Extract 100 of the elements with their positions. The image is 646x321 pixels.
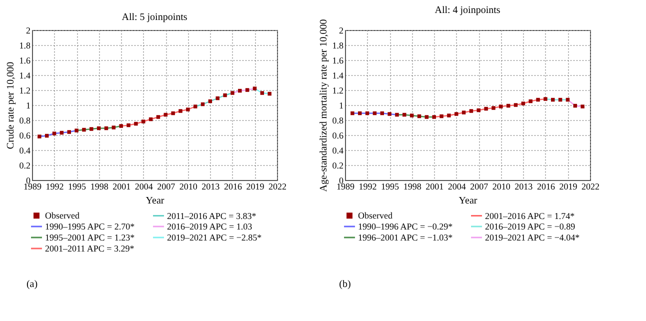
chart-title: All: 4 joinpoints xyxy=(434,4,500,16)
x-tick-label: 1995 xyxy=(68,182,87,192)
point xyxy=(528,99,532,104)
x-tick-label: 2013 xyxy=(202,182,220,192)
point xyxy=(454,112,458,116)
point xyxy=(126,123,130,128)
x-tick-label: 1992 xyxy=(358,182,377,192)
x-tick-label: 2016 xyxy=(536,182,556,192)
point xyxy=(410,114,414,118)
y-tick-label: 0.6 xyxy=(332,130,344,140)
x-tick-label: 2004 xyxy=(448,182,466,192)
point xyxy=(38,134,42,138)
point xyxy=(536,98,540,102)
point xyxy=(52,132,56,136)
x-axis-title: Year xyxy=(146,196,165,206)
point xyxy=(424,115,429,119)
legend-label: 1995–2001 APC = 1.23* xyxy=(45,232,136,242)
point xyxy=(67,130,71,134)
point xyxy=(119,124,123,128)
point xyxy=(178,109,182,113)
x-tick-label: 1992 xyxy=(46,182,64,192)
point xyxy=(402,112,406,117)
point xyxy=(395,112,399,117)
y-tick-label: 1.4 xyxy=(19,70,31,80)
point xyxy=(268,92,272,96)
text: (a) xyxy=(26,279,38,290)
point xyxy=(141,120,146,124)
line-series xyxy=(433,98,546,118)
text: (b) xyxy=(339,279,351,290)
point xyxy=(432,115,436,119)
x-tick-label: 1995 xyxy=(381,182,400,192)
x-tick-label: 2013 xyxy=(514,182,534,192)
point xyxy=(230,91,234,95)
x-tick-label: 1998 xyxy=(90,182,109,192)
point xyxy=(499,104,503,108)
point xyxy=(484,106,488,111)
legend-label: 1990–1995 APC = 2.70* xyxy=(45,222,136,232)
y-tick-label: 0.8 xyxy=(19,116,31,126)
y-tick-label: 1.6 xyxy=(19,56,31,66)
x-tick-label: 2010 xyxy=(492,182,511,192)
y-tick-label: 1 xyxy=(339,100,344,110)
x-tick-label: 2004 xyxy=(134,182,154,192)
x-tick-label: 2019 xyxy=(246,182,265,192)
y-tick-label: 1.4 xyxy=(332,70,344,80)
legend-label: 2016–2019 APC = 1.03 xyxy=(167,222,253,232)
point xyxy=(514,103,518,107)
point xyxy=(90,127,94,131)
x-tick-label: 2007 xyxy=(470,182,489,192)
y-tick-label: 0.8 xyxy=(332,116,344,126)
point xyxy=(260,91,264,95)
y-tick-label: 0.2 xyxy=(332,160,344,170)
point xyxy=(469,109,474,113)
y-tick-label: 1.2 xyxy=(19,86,30,96)
point xyxy=(156,115,160,119)
line-series xyxy=(194,92,234,108)
x-tick-label: 2022 xyxy=(582,182,600,192)
y-tick-label: 1.8 xyxy=(332,40,344,50)
line-series xyxy=(38,130,78,138)
point xyxy=(112,126,116,130)
point xyxy=(245,88,250,92)
y-tick-label: 2 xyxy=(339,26,344,36)
point xyxy=(82,128,86,132)
x-tick-label: 2019 xyxy=(559,182,578,192)
x-tick-label: 2001 xyxy=(426,182,444,192)
x-tick-label: 2001 xyxy=(112,182,131,192)
x-tick-label: 2007 xyxy=(157,182,176,192)
y-tick-label: 0.4 xyxy=(332,146,344,156)
y-tick-label: 0.4 xyxy=(19,146,31,156)
y-tick-label: 1 xyxy=(26,100,30,110)
x-tick-label: 2022 xyxy=(268,182,286,192)
y-tick-label: 0.6 xyxy=(19,130,31,140)
point xyxy=(134,122,138,126)
y-tick-label: 1.6 xyxy=(332,56,344,66)
point xyxy=(447,114,451,118)
point xyxy=(462,110,466,114)
legend-label: Observed xyxy=(45,210,80,221)
legend-label: 2019–2021 APC = −2.85* xyxy=(167,232,262,242)
point xyxy=(350,111,354,116)
point xyxy=(171,111,175,116)
y-tick-label: 0.2 xyxy=(19,160,30,170)
point xyxy=(252,86,257,90)
x-tick-label: 2016 xyxy=(224,182,242,192)
x-tick-label: 1998 xyxy=(403,182,422,192)
point xyxy=(440,114,444,118)
y-tick-label: 2 xyxy=(26,26,30,36)
line-series xyxy=(120,106,196,127)
legend-label: 2001–2011 APC = 3.29* xyxy=(45,244,135,254)
x-tick-label: 2010 xyxy=(179,182,198,192)
point xyxy=(521,102,526,106)
point xyxy=(388,112,392,116)
legend-label: 2019–2021 APC = −4.04* xyxy=(485,232,580,242)
point xyxy=(580,104,584,108)
x-axis-title: Year xyxy=(458,196,478,206)
legend-label: 1990–1996 APC = −0.29* xyxy=(358,222,454,232)
point xyxy=(492,106,496,110)
legend-label: Observed xyxy=(358,210,393,221)
chart-title: All: 5 joinpoints xyxy=(122,12,188,23)
point xyxy=(193,104,198,108)
legend-label: 2001–2016 APC = 1.74* xyxy=(485,210,576,221)
point xyxy=(186,108,190,112)
